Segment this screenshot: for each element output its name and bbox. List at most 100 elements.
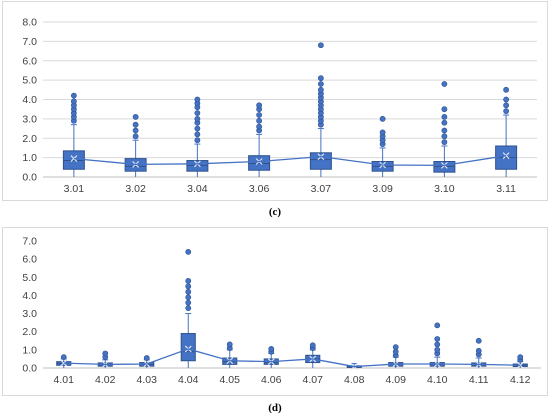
y-tick-label: 5.0 bbox=[22, 272, 37, 284]
outlier-point bbox=[102, 350, 109, 357]
outlier-point bbox=[441, 81, 448, 87]
outlier-point bbox=[317, 81, 324, 87]
x-tick-label: 3.07 bbox=[311, 183, 332, 195]
y-tick-label: 2.0 bbox=[22, 133, 37, 145]
outlier-point bbox=[434, 336, 441, 342]
outlier-point bbox=[434, 346, 441, 353]
outlier-point bbox=[317, 86, 324, 93]
x-tick-label: 4.05 bbox=[220, 374, 241, 386]
outlier-point bbox=[441, 127, 448, 134]
outlier-point bbox=[379, 129, 386, 136]
outlier-point bbox=[185, 283, 192, 290]
outlier-point bbox=[256, 123, 263, 130]
mean-line bbox=[63, 348, 521, 368]
outlier-point bbox=[70, 92, 77, 99]
outlier-point bbox=[434, 341, 441, 348]
outlier-point bbox=[441, 139, 448, 146]
y-tick-label: 3.0 bbox=[22, 308, 37, 320]
x-tick-label: 4.01 bbox=[54, 374, 75, 386]
y-tick-label: 2.0 bbox=[22, 326, 37, 338]
y-tick-label: 6.0 bbox=[22, 55, 37, 67]
x-tick-label: 4.11 bbox=[469, 374, 489, 386]
y-tick-label: 6.0 bbox=[22, 254, 37, 266]
y-tick-label: 5.0 bbox=[22, 75, 37, 87]
box-plot-c: 0.0 1.0 2.0 3.0 4.0 5.0 6.0 7.0 8.0 3.01 3.02 3.04 3… bbox=[22, 17, 537, 195]
outlier-point bbox=[70, 98, 77, 105]
outlier-point bbox=[226, 341, 233, 348]
x-tick-label: 4.04 bbox=[178, 374, 199, 386]
outlier-point bbox=[185, 278, 192, 284]
outlier-point bbox=[517, 354, 524, 361]
outlier-point bbox=[194, 125, 201, 132]
outlier-point bbox=[475, 347, 482, 354]
outlier-point bbox=[132, 133, 139, 140]
chart-panel-c: 0.0 1.0 2.0 3.0 4.0 5.0 6.0 7.0 8.0 3.01 3.02 3.04 3… bbox=[2, 1, 548, 201]
y-tick-label: 8.0 bbox=[22, 17, 37, 29]
outlier-point bbox=[194, 96, 201, 103]
outlier-point bbox=[185, 294, 192, 301]
outlier-point bbox=[317, 75, 324, 82]
y-tick-label: 7.0 bbox=[22, 36, 37, 48]
outlier-point bbox=[503, 102, 510, 109]
y-tick-label: 0.0 bbox=[22, 363, 37, 375]
outlier-point bbox=[309, 342, 316, 349]
outlier-point bbox=[194, 115, 201, 122]
outlier-point bbox=[194, 110, 201, 116]
x-tick-label: 4.02 bbox=[95, 374, 116, 386]
outlier-point bbox=[256, 102, 263, 109]
x-tick-label: 3.10 bbox=[434, 183, 455, 195]
y-tick-label: 1.0 bbox=[22, 152, 37, 164]
outlier-point bbox=[441, 114, 448, 120]
outlier-point bbox=[185, 248, 192, 255]
box-plot-d: 0.0 1.0 2.0 3.0 4.0 5.0 6.0 7.0 4.01 4.02 4.03 4.04… bbox=[22, 236, 541, 386]
x-tick-label: 3.09 bbox=[372, 183, 393, 195]
x-tick-label: 3.11 bbox=[496, 183, 516, 195]
outlier-point bbox=[392, 344, 399, 351]
chart-panel-d: 0.0 1.0 2.0 3.0 4.0 5.0 6.0 7.0 4.01 4.02 4.03 4.04… bbox=[2, 227, 548, 396]
outlier-point bbox=[475, 337, 482, 344]
x-tick-label: 3.02 bbox=[125, 183, 146, 195]
x-tick-label: 4.06 bbox=[261, 374, 282, 386]
box bbox=[309, 152, 332, 170]
box bbox=[180, 333, 196, 362]
outlier-point bbox=[317, 42, 324, 49]
outlier-point bbox=[441, 119, 448, 126]
outlier-point bbox=[185, 305, 192, 312]
x-tick-label: 4.10 bbox=[427, 374, 448, 386]
x-tick-label: 4.12 bbox=[510, 374, 531, 386]
y-tick-label: 1.0 bbox=[22, 344, 37, 356]
outlier-point bbox=[132, 121, 139, 128]
outlier-point bbox=[503, 96, 510, 103]
x-tick-label: 4.07 bbox=[303, 374, 324, 386]
outlier-point bbox=[379, 115, 386, 122]
outlier-point bbox=[132, 114, 139, 120]
outlier-point bbox=[441, 106, 448, 113]
x-tick-label: 4.09 bbox=[386, 374, 407, 386]
y-tick-label: 4.0 bbox=[22, 290, 37, 302]
y-tick-label: 0.0 bbox=[22, 172, 37, 184]
outlier-point bbox=[60, 354, 67, 361]
outlier-point bbox=[143, 355, 150, 361]
y-tick-label: 4.0 bbox=[22, 94, 37, 106]
x-tick-label: 4.03 bbox=[137, 374, 158, 386]
outlier-point bbox=[256, 117, 263, 124]
y-tick-label: 3.0 bbox=[22, 113, 37, 125]
y-tick-label: 7.0 bbox=[22, 236, 37, 248]
x-tick-label: 3.01 bbox=[64, 183, 85, 195]
mean-marker bbox=[60, 359, 68, 367]
outlier-point bbox=[503, 86, 510, 93]
x-tick-label: 4.08 bbox=[344, 374, 365, 386]
outlier-point bbox=[185, 288, 192, 295]
outlier-point bbox=[268, 346, 275, 352]
outlier-point bbox=[503, 108, 510, 115]
outlier-point bbox=[185, 299, 192, 306]
outlier-point bbox=[434, 322, 441, 329]
outlier-point bbox=[441, 133, 448, 140]
x-tick-label: 3.06 bbox=[249, 183, 270, 195]
outlier-point bbox=[256, 112, 263, 118]
outlier-point bbox=[194, 137, 201, 144]
mean-marker bbox=[516, 361, 524, 369]
mean-line bbox=[73, 155, 507, 167]
panel-label-c: (c) bbox=[268, 206, 282, 218]
panel-label-d: (d) bbox=[268, 402, 282, 414]
